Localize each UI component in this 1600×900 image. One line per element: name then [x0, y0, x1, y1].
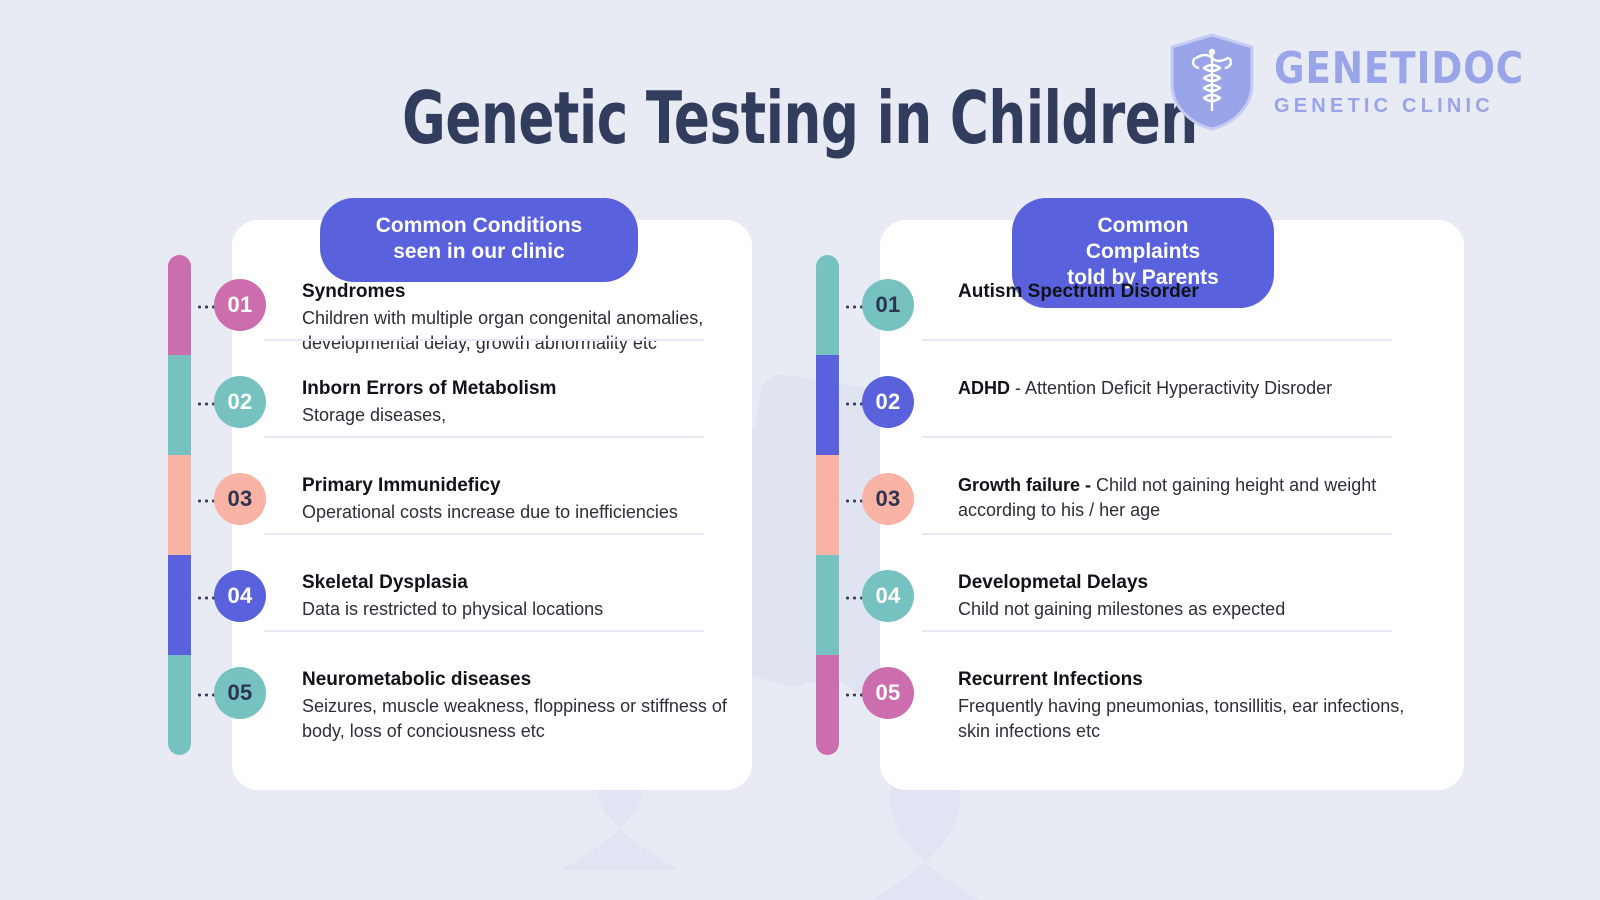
step-number-badge: 03	[862, 473, 914, 525]
list-item[interactable]: 05 Neurometabolic diseases Seizures, muscl…	[168, 643, 752, 743]
track-segment-2	[168, 355, 191, 455]
step-number-badge: 04	[862, 570, 914, 622]
list-item-desc: - Attention Deficit Hyperactivity Disrod…	[1010, 378, 1333, 398]
list-item-content: Autism Spectrum Disorder	[958, 279, 1428, 306]
list-item-title: ADHD	[958, 378, 1010, 398]
page-title: Genetic Testing in Children	[402, 76, 1198, 160]
list-item-desc: Seizures, muscle weakness, floppiness or…	[302, 696, 727, 741]
list-item-title: Recurrent Infections	[958, 669, 1143, 690]
pill-line-2: seen in our clinic	[393, 240, 565, 263]
list-item-content: ADHD - Attention Deficit Hyperactivity D…	[958, 376, 1428, 401]
list-item-content: Developmetal Delays Child not gaining mil…	[958, 570, 1428, 622]
list-item-title: Developmetal Delays	[958, 572, 1149, 593]
rows-common-complaints: 01 Autism Spectrum Disorder 02 ADHD - Atten…	[816, 255, 1404, 755]
dotted-connector-icon	[196, 693, 230, 697]
row-divider	[922, 630, 1392, 632]
step-number-badge: 04	[214, 570, 266, 622]
step-number-badge: 05	[862, 667, 914, 719]
track-segment-1	[168, 255, 191, 355]
list-item-desc: Operational costs increase due to ineffi…	[302, 502, 678, 522]
list-item-content: Skeletal Dysplasia Data is restricted to …	[302, 570, 752, 622]
dotted-connector-icon	[196, 305, 230, 309]
logo-tagline: GENETIC CLINIC	[1274, 95, 1494, 117]
list-item-content: Inborn Errors of Metabolism Storage disea…	[302, 376, 752, 428]
row-divider	[922, 436, 1392, 438]
row-divider	[264, 533, 704, 535]
row-divider	[922, 339, 1392, 341]
shield-caduceus-dna-icon	[1170, 33, 1254, 131]
list-item-title: Growth failure -	[958, 475, 1092, 495]
list-item-title: Inborn Errors of Metabolism	[302, 378, 557, 399]
row-divider	[264, 339, 704, 341]
step-number-badge: 01	[214, 279, 266, 331]
row-divider	[264, 630, 704, 632]
dotted-connector-icon	[196, 596, 230, 600]
list-item-title: Neurometabolic diseases	[302, 669, 532, 690]
panel-header-pill-common-complaints: Common Complaints told by Parents	[1012, 198, 1274, 308]
track-segment-3	[168, 455, 191, 555]
pill-line-2: told by Parents	[1067, 266, 1219, 289]
list-item-desc: Storage diseases,	[302, 405, 447, 425]
list-item-content: Primary Immunideficy Operational costs in…	[302, 473, 752, 525]
list-item-text: ADHD - Attention Deficit Hyperactivity D…	[958, 376, 1428, 401]
panel-header-pill-common-conditions: Common Conditions seen in our clinic	[320, 198, 638, 282]
track-segment-5	[168, 655, 191, 755]
list-item-content: Recurrent Infections Frequently having pn…	[958, 667, 1428, 744]
list-item-title: Skeletal Dysplasia	[302, 572, 468, 593]
pill-line-1: Common Complaints	[1085, 214, 1201, 263]
dotted-connector-icon	[196, 499, 230, 503]
list-item-title: Primary Immunideficy	[302, 475, 501, 496]
list-item-content: Syndromes Children with multiple organ co…	[302, 279, 752, 356]
step-number-badge: 05	[214, 667, 266, 719]
logo-name: GENETIDOC	[1274, 43, 1525, 94]
row-divider	[264, 436, 704, 438]
list-item-desc: Frequently having pneumonias, tonsilliti…	[958, 696, 1405, 741]
dotted-connector-icon	[196, 402, 230, 406]
color-track-common-conditions	[168, 255, 191, 755]
track-segment-4	[168, 555, 191, 655]
logo: GENETIDOC GENETIC CLINIC	[1166, 32, 1540, 132]
row-divider	[922, 533, 1392, 535]
list-item-desc: Data is restricted to physical locations	[302, 599, 604, 619]
step-number-badge: 02	[214, 376, 266, 428]
list-item[interactable]: 05 Recurrent Infections Frequently having …	[816, 643, 1404, 743]
step-number-badge: 03	[214, 473, 266, 525]
step-number-badge: 02	[862, 376, 914, 428]
list-item-desc: Children with multiple organ congenital …	[302, 308, 704, 353]
list-item-title: Syndromes	[302, 281, 406, 302]
list-item-text: Growth failure - Child not gaining heigh…	[958, 473, 1428, 523]
list-item-title: Autism Spectrum Disorder	[958, 281, 1199, 302]
list-item-content: Neurometabolic diseases Seizures, muscle …	[302, 667, 752, 744]
list-item-content: Growth failure - Child not gaining heigh…	[958, 473, 1428, 523]
list-item-desc: Child not gaining milestones as expected	[958, 599, 1286, 619]
rows-common-conditions: 01 Syndromes Children with multiple organ …	[168, 255, 752, 755]
pill-line-1: Common Conditions	[375, 214, 583, 237]
step-number-badge: 01	[862, 279, 914, 331]
